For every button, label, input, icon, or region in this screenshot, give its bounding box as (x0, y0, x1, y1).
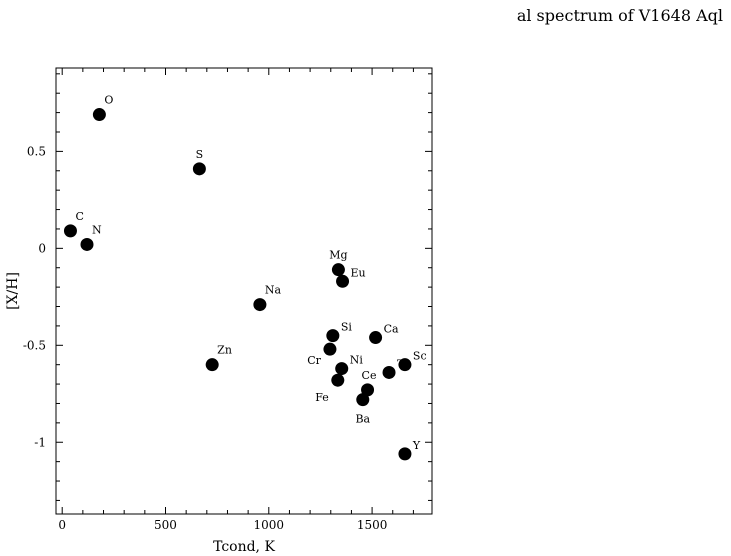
page-heading: al spectrum of V1648 Aql (516, 6, 723, 25)
point-label-c: C (75, 210, 83, 223)
point-label-fe: Fe (315, 391, 329, 404)
data-point-ca (369, 331, 383, 345)
x-tick-label: 1000 (254, 518, 285, 532)
y-tick-label: -1 (34, 435, 46, 449)
point-label-s: S (196, 148, 204, 161)
point-label-cr: Cr (307, 354, 321, 367)
data-point-sc (398, 358, 412, 372)
point-label-ti: Ti (397, 357, 408, 370)
data-point-ti (382, 365, 396, 379)
data-point-zn (205, 358, 219, 372)
axis-ticks (56, 68, 432, 514)
y-axis-label: [X/H] (5, 272, 21, 310)
data-point-si (326, 329, 340, 343)
data-point-s (192, 162, 206, 176)
data-point-cr (323, 342, 337, 356)
point-label-si: Si (341, 321, 353, 334)
point-labels: O S CN Mg Eu Na Si Ca Cr Zn Ni Sc Ti Fe Ce Ba Y (75, 94, 426, 452)
y-tick-label: 0.5 (27, 144, 46, 158)
y-tick-label: 0 (38, 241, 46, 255)
tick-labels: 0 500 1000 1500 -1 -0.5 0 0.5 (23, 144, 388, 532)
y-tick-label: -0.5 (23, 338, 46, 352)
point-label-n: N (92, 223, 102, 236)
data-point-fe (331, 373, 345, 387)
x-axis-label: Tcond, K (213, 539, 275, 555)
x-tick-label: 1500 (357, 518, 388, 532)
data-points (63, 108, 412, 461)
x-tick-label: 0 (58, 518, 66, 532)
data-point-ni (335, 362, 349, 376)
point-label-na: Na (265, 284, 282, 297)
point-label-zn: Zn (217, 344, 232, 357)
point-label-eu: Eu (351, 266, 366, 279)
point-label-ni: Ni (350, 354, 364, 367)
data-point-c (63, 224, 77, 238)
data-point-y (398, 447, 412, 461)
data-point-ba (356, 393, 370, 407)
x-tick-label: 500 (154, 518, 177, 532)
point-label-y: Y (412, 439, 421, 452)
data-point-ce (361, 383, 375, 397)
plot-frame (55, 67, 433, 515)
point-label-ce: Ce (362, 369, 377, 382)
data-point-mg (331, 263, 345, 277)
data-point-n (80, 237, 94, 251)
point-label-sc: Sc (413, 350, 427, 363)
point-label-mg: Mg (329, 249, 347, 262)
data-point-o (92, 108, 106, 122)
point-label-ba: Ba (355, 413, 370, 426)
data-point-eu (336, 274, 350, 288)
data-point-na (253, 298, 267, 312)
point-label-o: O (104, 94, 113, 107)
point-label-ca: Ca (384, 323, 399, 336)
